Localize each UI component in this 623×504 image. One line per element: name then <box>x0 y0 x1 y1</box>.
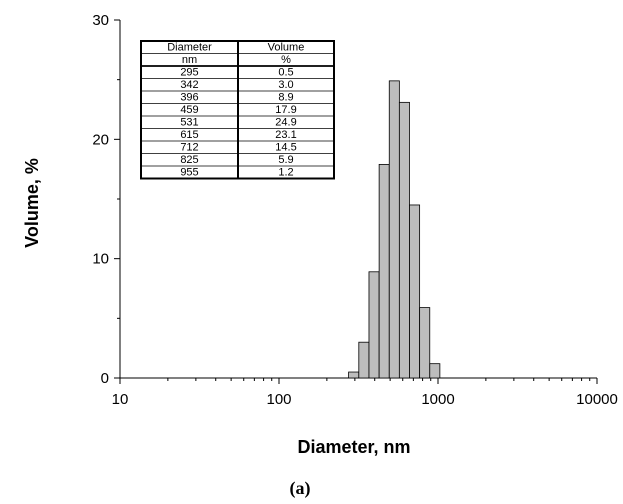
y-axis: 0 10 20 30 <box>92 12 121 387</box>
bar <box>368 271 380 379</box>
bar <box>358 341 370 379</box>
table-cell-diameter: 396 <box>180 92 198 104</box>
table-cell-volume: 14.5 <box>275 142 296 154</box>
table-cell-diameter: 531 <box>180 117 198 129</box>
table-cell-diameter: 615 <box>180 129 198 141</box>
y-tick-label: 0 <box>101 370 109 387</box>
table-unit-diameter: nm <box>182 54 197 66</box>
table-cell-diameter: 955 <box>180 167 198 179</box>
bar <box>348 371 360 379</box>
y-axis-title: Volume, % <box>22 158 42 248</box>
x-tick-label: 1000 <box>421 391 454 408</box>
table-cell-volume: 5.9 <box>278 154 293 166</box>
bar <box>388 80 400 379</box>
table-cell-diameter: 342 <box>180 79 198 91</box>
table-header-diameter: Diameter <box>167 42 212 54</box>
table-cell-diameter: 825 <box>180 154 198 166</box>
bar <box>378 163 390 379</box>
x-tick-label: 10 <box>112 391 129 408</box>
bar <box>429 363 441 379</box>
table-unit-volume: % <box>281 54 291 66</box>
y-tick-label: 20 <box>92 131 109 148</box>
x-axis-title: Diameter, nm <box>297 437 410 457</box>
bar <box>398 101 410 379</box>
table-cell-volume: 8.9 <box>278 92 293 104</box>
table-cell-diameter: 712 <box>180 142 198 154</box>
bar <box>419 307 431 379</box>
table-cell-volume: 23.1 <box>275 129 296 141</box>
table-cell-volume: 17.9 <box>275 104 296 116</box>
table-cell-volume: 24.9 <box>275 117 296 129</box>
table-cell-volume: 0.5 <box>278 67 293 79</box>
x-axis: 10 100 1000 10000 <box>112 377 618 408</box>
data-table: Diameter Volume nm % 295 0.5 342 3.0 396 8.9 459 17… <box>140 40 335 180</box>
table-cell-volume: 3.0 <box>278 79 293 91</box>
x-tick-label: 10000 <box>576 391 618 408</box>
table-cell-volume: 1.2 <box>278 167 293 179</box>
table-cell-diameter: 459 <box>180 104 198 116</box>
figure-caption: (a) <box>290 478 311 499</box>
table-header-volume: Volume <box>268 42 305 54</box>
bars <box>348 80 441 379</box>
y-tick-label: 10 <box>92 251 109 268</box>
table-cell-diameter: 295 <box>180 67 198 79</box>
x-tick-label: 100 <box>266 391 291 408</box>
bar <box>409 204 421 379</box>
y-tick-label: 30 <box>92 12 109 29</box>
